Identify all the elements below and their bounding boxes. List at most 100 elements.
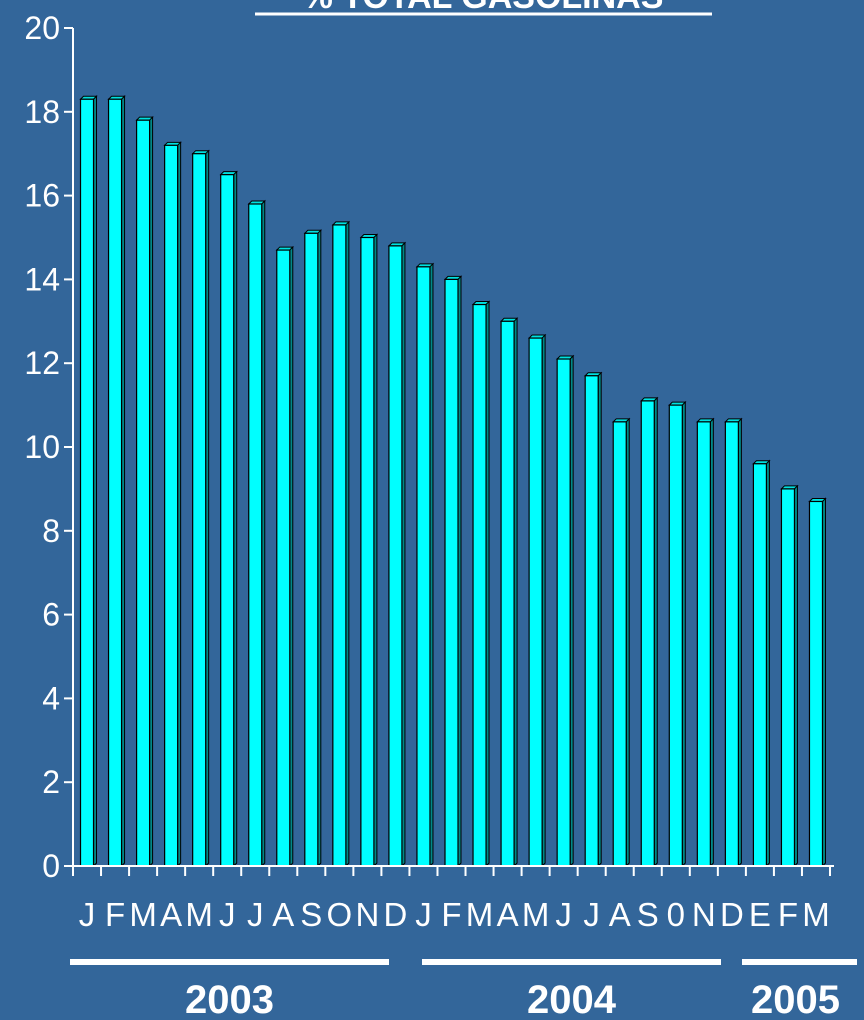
bar bbox=[612, 417, 631, 868]
x-tick-label: O bbox=[327, 896, 353, 933]
x-tick-label: D bbox=[384, 896, 408, 933]
x-tick-label: S bbox=[300, 896, 322, 933]
x-tick-label: D bbox=[720, 896, 744, 933]
year-group-label: 2003 bbox=[185, 978, 274, 1020]
bar-front bbox=[724, 421, 739, 867]
bar bbox=[555, 354, 575, 868]
x-tick-label: F bbox=[778, 896, 798, 933]
x-tick-label: F bbox=[105, 896, 125, 933]
bar-front bbox=[640, 400, 655, 867]
bar-front bbox=[780, 488, 796, 867]
y-tick-label: 4 bbox=[42, 680, 60, 716]
bar-front bbox=[220, 174, 235, 867]
y-tick-label: 12 bbox=[24, 345, 60, 381]
bar bbox=[387, 241, 407, 868]
bar bbox=[107, 95, 126, 868]
bar bbox=[780, 484, 799, 868]
x-tick-label: A bbox=[160, 896, 182, 933]
bar bbox=[247, 199, 266, 868]
bar-front bbox=[696, 421, 711, 867]
bar bbox=[303, 229, 323, 868]
bar bbox=[275, 245, 294, 868]
bar-front bbox=[612, 421, 627, 867]
x-tick-label: J bbox=[79, 896, 96, 933]
bar bbox=[191, 149, 210, 868]
bar-front bbox=[668, 404, 683, 867]
bar bbox=[415, 262, 435, 868]
bar-front bbox=[304, 232, 319, 867]
bar bbox=[219, 170, 238, 868]
bar bbox=[163, 141, 182, 868]
x-tick-label: J bbox=[415, 896, 432, 933]
x-tick-label: F bbox=[441, 896, 461, 933]
bar bbox=[359, 233, 379, 868]
bar bbox=[471, 300, 491, 868]
y-tick-label: 2 bbox=[42, 764, 60, 800]
x-tick-label: M bbox=[522, 896, 550, 933]
y-tick-label: 6 bbox=[42, 597, 60, 633]
bar bbox=[808, 497, 827, 868]
x-tick-label: J bbox=[247, 896, 264, 933]
x-tick-label: M bbox=[802, 896, 830, 933]
bar bbox=[640, 396, 659, 868]
bar-front bbox=[388, 245, 403, 867]
bar bbox=[724, 417, 743, 868]
bar-front bbox=[276, 249, 291, 867]
bar-front bbox=[332, 224, 347, 867]
bar-front bbox=[584, 375, 599, 867]
bar-front bbox=[416, 266, 431, 867]
bar-front bbox=[752, 463, 768, 867]
y-axis: 0 2 4 6 8 10 12 14 16 18 20 bbox=[24, 10, 74, 884]
bar bbox=[135, 115, 154, 868]
bar-front bbox=[107, 98, 123, 867]
bar bbox=[79, 95, 98, 868]
chart-title: % TOTAL GASOLINAS bbox=[303, 0, 664, 16]
bar bbox=[668, 400, 687, 868]
x-tick-label: M bbox=[466, 896, 494, 933]
bar-front bbox=[79, 98, 95, 867]
x-tick-label: A bbox=[609, 896, 631, 933]
y-tick-label: 18 bbox=[24, 94, 60, 130]
x-tick-label: 0 bbox=[667, 896, 685, 933]
x-tick-label: J bbox=[219, 896, 236, 933]
y-tick-label: 14 bbox=[24, 261, 60, 297]
y-tick-label: 16 bbox=[24, 178, 60, 214]
bar-front bbox=[472, 303, 487, 867]
bar-front bbox=[808, 500, 824, 867]
year-group-label: 2005 bbox=[751, 978, 840, 1020]
bar bbox=[499, 317, 519, 868]
x-tick-label: S bbox=[637, 896, 659, 933]
x-tick-label: M bbox=[185, 896, 213, 933]
year-groups: 2003 2004 2005 bbox=[70, 959, 857, 1020]
bar bbox=[752, 459, 771, 868]
y-tick-label: 10 bbox=[24, 429, 60, 465]
y-tick-label: 20 bbox=[24, 10, 60, 46]
x-tick-label: J bbox=[555, 896, 572, 933]
bar bbox=[696, 417, 715, 868]
bar-front bbox=[192, 153, 207, 867]
bar-front bbox=[444, 278, 459, 867]
bar bbox=[583, 371, 603, 868]
bar-front bbox=[528, 337, 543, 867]
x-tick-label: A bbox=[272, 896, 294, 933]
bar-front bbox=[135, 119, 151, 867]
year-group-label: 2004 bbox=[527, 978, 617, 1020]
x-tick-label: N bbox=[355, 896, 379, 933]
x-tick-label: E bbox=[749, 896, 771, 933]
bar-front bbox=[556, 358, 571, 867]
bar-front bbox=[248, 203, 263, 867]
bars bbox=[79, 95, 827, 868]
bar bbox=[331, 220, 351, 868]
y-tick-label: 0 bbox=[42, 848, 60, 884]
bar-front bbox=[500, 320, 515, 867]
x-tick-label: A bbox=[497, 896, 519, 933]
y-tick-label: 8 bbox=[42, 513, 60, 549]
bar bbox=[527, 333, 547, 868]
x-tick-label: M bbox=[129, 896, 157, 933]
bar-front bbox=[360, 236, 375, 867]
bar-front bbox=[164, 144, 179, 867]
x-tick-label: N bbox=[692, 896, 716, 933]
x-tick-label: J bbox=[583, 896, 600, 933]
